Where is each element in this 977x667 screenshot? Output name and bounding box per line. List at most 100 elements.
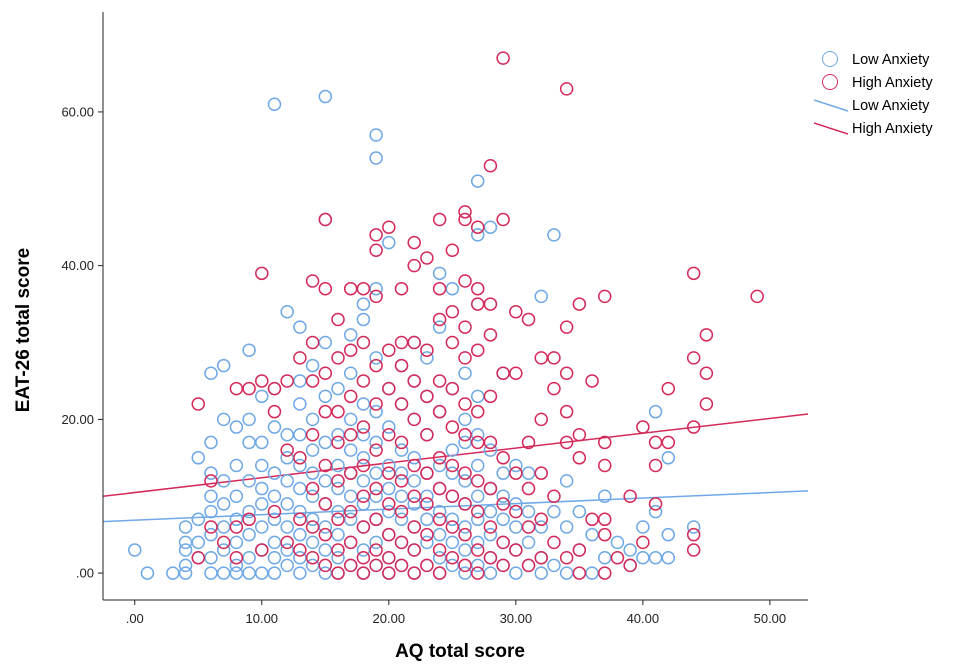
data-point [369,543,383,557]
data-point [204,527,218,542]
data-point [483,158,498,173]
low-anxiety-line-icon [813,98,849,112]
data-point [394,504,409,519]
data-point [343,535,358,550]
data-point [331,566,345,580]
data-point [470,389,485,404]
data-point [686,266,701,281]
data-point [458,527,472,542]
data-point [445,443,460,457]
data-point [445,550,460,565]
data-point [255,481,269,496]
data-point [496,558,510,573]
data-point [318,389,333,404]
data-point [255,497,269,511]
data-point [318,458,333,473]
data-point [598,289,612,304]
data-point [559,520,574,534]
data-point [191,512,206,527]
data-point [534,289,548,304]
data-point [128,543,142,557]
fit-line [102,490,809,523]
data-point [534,351,548,365]
data-point [394,535,409,550]
data-point [458,212,472,227]
data-point [636,550,650,565]
data-point [204,366,218,381]
data-point [318,474,333,488]
data-point [636,420,650,434]
data-point [559,566,574,580]
data-point [293,566,307,580]
data-point [509,466,523,480]
data-point [293,451,307,465]
data-point [331,458,345,473]
data-point [648,550,663,565]
data-point [483,481,498,496]
data-point [191,535,206,550]
data-point [280,443,294,457]
data-point [648,497,663,511]
data-point [407,566,421,580]
legend-item-high-anxiety-marker: High Anxiety [814,71,933,94]
legend-label: High Anxiety [852,120,933,137]
data-point [280,535,294,550]
data-point [432,566,447,580]
data-point [648,404,663,419]
data-point [382,220,396,234]
data-point [305,520,320,534]
data-point [623,558,637,573]
data-point [242,412,256,427]
data-point [318,497,333,511]
data-point [382,466,396,480]
data-point [229,520,244,534]
data-point [407,235,421,250]
data-point [343,343,358,357]
data-point [445,420,460,434]
data-point [559,366,574,381]
data-point [280,305,294,319]
data-point [331,550,345,565]
data-point [509,458,523,473]
data-point [229,558,244,573]
data-point [318,404,333,419]
data-point [369,289,383,304]
data-point [432,512,447,527]
data-point [191,397,206,411]
data-point [343,328,358,342]
data-point [496,466,510,480]
data-point [369,351,383,365]
data-point [432,374,447,388]
data-point [356,458,371,473]
data-point [305,374,320,388]
data-point [280,497,294,511]
data-point [496,512,510,527]
data-point [356,497,371,511]
data-point [407,520,421,534]
data-point [686,420,701,434]
data-point [356,451,371,465]
data-point [343,366,358,381]
data-point [242,527,256,542]
data-point [382,343,396,357]
data-point [407,543,421,557]
data-point [394,281,409,296]
data-point [369,443,383,457]
legend-item-high-anxiety-line: High Anxiety [813,117,933,140]
data-point [267,535,282,550]
data-point [598,458,612,473]
data-point [305,535,320,550]
data-point [572,451,587,465]
data-point [293,320,307,334]
data-point [382,527,396,542]
data-point [394,558,409,573]
data-point [267,97,282,111]
data-point [470,504,485,519]
data-point [509,366,523,381]
data-point [445,243,460,258]
data-point [636,520,650,534]
legend-label: Low Anxiety [852,97,930,114]
data-point [420,351,434,365]
data-point [432,543,447,557]
data-point [470,281,485,296]
